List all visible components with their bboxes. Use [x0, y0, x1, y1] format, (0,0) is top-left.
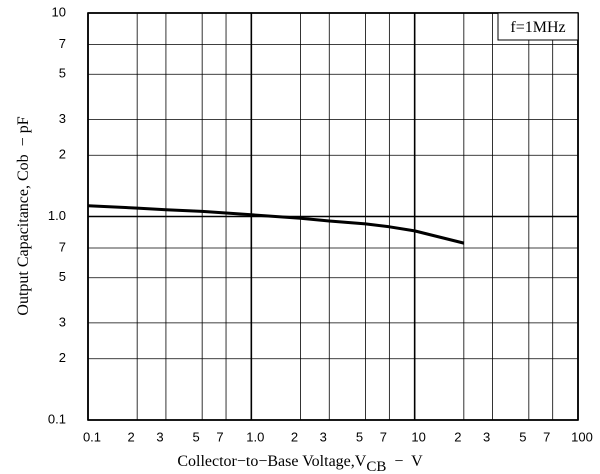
y-tick-label: 3	[59, 314, 66, 329]
annotation-box	[497, 12, 579, 41]
x-tick-label: 10	[411, 429, 425, 444]
x-label-sub: CB	[366, 459, 386, 474]
x-tick-label: 2	[128, 429, 135, 444]
y-tick-label: 2	[59, 350, 66, 365]
annotation: f=1MHz	[510, 19, 565, 36]
y-tick-label: 7	[59, 239, 66, 254]
x-tick-label: 7	[216, 429, 223, 444]
x-tick-label: 100	[571, 429, 593, 444]
y-tick-label: 5	[59, 269, 66, 284]
y-tick-label: 2	[59, 147, 66, 162]
x-tick-label: 3	[320, 429, 327, 444]
x-axis-label: Collector−to−Base Voltage,VCB − V	[177, 453, 423, 474]
x-tick-label: 5	[519, 429, 526, 444]
y-tick-label: 10	[52, 4, 66, 19]
x-tick-label: 5	[356, 429, 363, 444]
x-tick-label: 3	[156, 429, 163, 444]
y-tick-label: 5	[59, 66, 66, 81]
x-tick-label: 0.1	[83, 429, 101, 444]
y-tick-label: 0.1	[48, 411, 66, 426]
y-tick-label: 7	[59, 36, 66, 51]
x-tick-label: 5	[193, 429, 200, 444]
plot-frame	[87, 12, 579, 421]
x-tick-label: 1.0	[246, 429, 264, 444]
x-tick-label: 3	[483, 429, 490, 444]
x-tick-label: 7	[380, 429, 387, 444]
x-tick-label: 7	[543, 429, 550, 444]
x-tick-label: 2	[454, 429, 461, 444]
x-tick-label: 2	[291, 429, 298, 444]
y-tick-label: 3	[59, 111, 66, 126]
x-label-text: Collector−to−Base Voltage,V	[177, 453, 366, 470]
y-tick-label: 1.0	[48, 208, 66, 223]
y-axis-label: Output Capacitance, Cob − pF	[15, 116, 32, 315]
curve	[87, 204, 465, 245]
x-label-suffix: − V	[386, 453, 423, 470]
